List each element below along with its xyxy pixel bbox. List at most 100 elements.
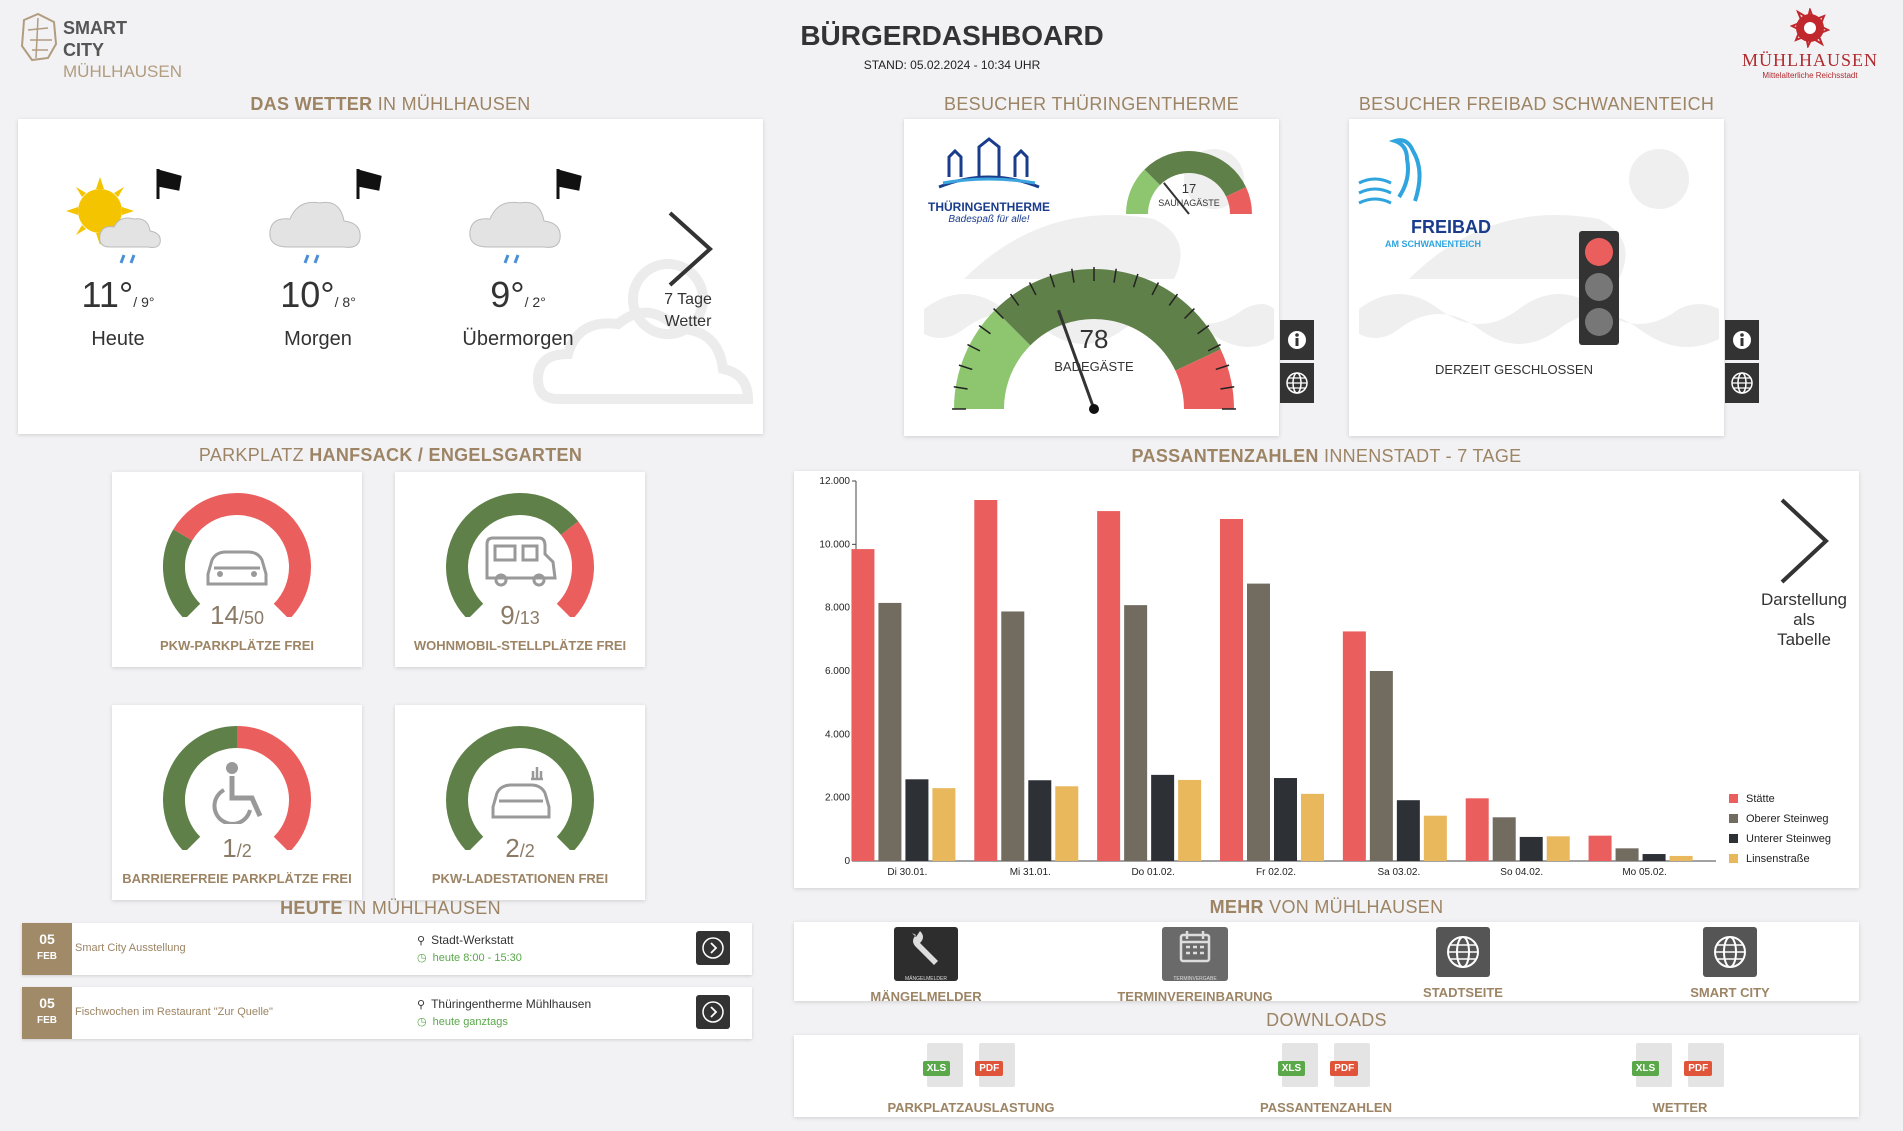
bar [1669, 855, 1693, 861]
page-title: BÜRGERDASHBOARD [800, 20, 1104, 51]
event-item[interactable]: 05 FEB Smart City Ausstellung ⚲ Stadt-Werk… [22, 923, 752, 975]
bar [1396, 800, 1420, 861]
bar [1642, 854, 1666, 861]
gauge-tick [978, 324, 991, 335]
bar [1615, 848, 1639, 861]
passanten-title-bold: PASSANTENZAHLEN [1131, 446, 1319, 466]
bar [1028, 780, 1052, 861]
more-title-light: VON MÜHLHAUSEN [1269, 897, 1444, 917]
bar [974, 500, 998, 861]
gauge-occupied-arc [173, 493, 311, 617]
freibad-section-title: BESUCHER FREIBAD SCHWANENTEICH [1358, 94, 1715, 114]
bath-gauge [952, 267, 1236, 414]
x-tick-label: Mo 05.02. [1622, 867, 1666, 878]
tomorrow-label: Morgen [284, 328, 352, 350]
legend-label-unterer-steinweg: Unterer Steinweg [1746, 833, 1831, 845]
pdf-file-icon: PDF [1330, 1061, 1359, 1076]
chevron-right-icon [668, 211, 713, 287]
xls-download-button[interactable]: XLS [922, 1043, 963, 1087]
legend-label-oberer-steinweg: Oberer Steinweg [1746, 813, 1829, 825]
after-tomorrow-temp: 9° [490, 274, 525, 315]
bar [1151, 774, 1175, 861]
event-location-text: Stadt-Werkstatt [431, 933, 514, 947]
legend-swatch-unterer-steinweg [1729, 834, 1738, 843]
gauge-tick [1049, 273, 1056, 288]
event-details-button[interactable] [696, 995, 730, 1029]
y-tick-label: 12.000 [819, 476, 850, 487]
therme-web-button[interactable] [1280, 363, 1314, 403]
smart-city-tile [1703, 927, 1757, 977]
event-month: FEB [37, 951, 57, 962]
gauge-segment [995, 269, 1221, 372]
legend-swatch-linsenstrasse [1729, 854, 1738, 863]
table-view-link[interactable]: Darstellung als Tabelle [1749, 496, 1859, 650]
maengelmelder-label: MÄNGELMELDER [870, 989, 982, 1004]
smart-city-link[interactable]: SMART CITY [1640, 927, 1820, 1000]
gauge-tick [1151, 282, 1160, 296]
clock-icon: ◷ [417, 952, 427, 964]
gauge-tick [1197, 324, 1210, 335]
event-time-text: heute ganztags [432, 1016, 508, 1028]
y-tick-label: 6.000 [825, 666, 850, 677]
pdf-download-button[interactable]: PDF [1330, 1043, 1371, 1087]
stadtseite-link[interactable]: STADTSEITE [1373, 927, 1553, 1000]
event-item[interactable]: 05 FEB Fischwochen im Restaurant "Zur Que… [22, 987, 752, 1039]
maengelmelder-tile-caption: MÄNGELMELDER [905, 976, 947, 982]
x-tick-label: Mi 31.01. [1010, 867, 1051, 878]
seven-day-label-1: 7 Tage [664, 291, 712, 308]
download-label: PASSANTENZAHLEN [1260, 1100, 1392, 1115]
bar [1369, 671, 1393, 861]
gauge-tick [1132, 273, 1139, 288]
tomorrow-temp: 10° [280, 274, 335, 315]
more-card: MÄNGELMELDER MÄNGELMELDER TERMINVERGABE … [794, 922, 1859, 1004]
timestamp: STAND: 05.02.2024 - 10:34 UHR [863, 58, 1041, 72]
legend-label-staette: Stätte [1746, 793, 1775, 805]
wrench-icon [912, 931, 938, 965]
more-section-title: MEHR VON MÜHLHAUSEN [794, 897, 1859, 918]
weather-day-after-tomorrow: 9°/ 2° Übermorgen [448, 159, 588, 351]
traffic-light-yellow [1585, 273, 1613, 301]
seven-day-weather-link[interactable]: 7 Tage Wetter [638, 209, 738, 331]
parking-title-bold: HANFSACK / ENGELSGARTEN [309, 445, 583, 465]
today-low: / 9° [133, 294, 155, 310]
download-label: PARKPLATZAUSLASTUNG [887, 1100, 1055, 1115]
traffic-light-red [1585, 238, 1613, 266]
sauna-gauge [1126, 151, 1252, 215]
bar [851, 549, 875, 861]
therme-logo-slogan: Badespaß für alle! [948, 214, 1030, 225]
gauge-free-arc [163, 529, 201, 617]
chevron-right-icon [1780, 498, 1829, 584]
weather-card: 11°/ 9° Heute 10°/ 8° Morgen 9°/ 2° Über… [18, 119, 763, 434]
terminvereinbarung-link[interactable]: TERMINVERGABE TERMINVEREINBARUNG [1105, 927, 1285, 1004]
gauge-tick [1207, 343, 1221, 352]
maengelmelder-link[interactable]: MÄNGELMELDER MÄNGELMELDER [836, 927, 1016, 1004]
smart-city-label: SMART CITY [1690, 985, 1770, 1000]
bar [1001, 611, 1025, 861]
legend-item-linsenstrasse: Linsenstraße [1729, 849, 1831, 869]
pdf-download-button[interactable]: PDF [1684, 1043, 1725, 1087]
xls-download-button[interactable]: XLS [1277, 1043, 1318, 1087]
gauge-tick [953, 386, 968, 390]
therme-info-button[interactable] [1280, 320, 1314, 360]
event-details-button[interactable] [696, 931, 730, 965]
camper-label: WOHNMOBIL-STELLPLÄTZE FREI [413, 638, 627, 653]
pkw-gauge [163, 493, 311, 617]
legend-swatch-oberer-steinweg [1729, 814, 1738, 823]
legend-swatch-staette [1729, 794, 1738, 803]
xls-download-button[interactable]: XLS [1631, 1043, 1672, 1087]
freibad-logo-name: FREIBAD [1411, 217, 1491, 237]
pdf-download-button[interactable]: PDF [975, 1043, 1016, 1087]
gauge-occupied-arc [556, 521, 594, 617]
swan-icon [1358, 138, 1422, 205]
traffic-light [1579, 231, 1619, 345]
xls-file-icon: XLS [1277, 1061, 1306, 1076]
therme-logo: THÜRINGENTHERME Badespaß für alle! [924, 137, 1054, 225]
freibad-info-button[interactable] [1725, 320, 1759, 360]
more-title-bold: MEHR [1209, 897, 1264, 917]
smart-city-logo: SMART CITY MÜHLHAUSEN [18, 10, 182, 85]
today-temp: 11° [81, 274, 134, 315]
gauge-occupied-arc [236, 726, 311, 850]
therme-card: THÜRINGENTHERME Badespaß für alle! 17 SA… [904, 119, 1279, 436]
freibad-web-button[interactable] [1725, 363, 1759, 403]
weather-title-bold: DAS WETTER [250, 94, 373, 114]
